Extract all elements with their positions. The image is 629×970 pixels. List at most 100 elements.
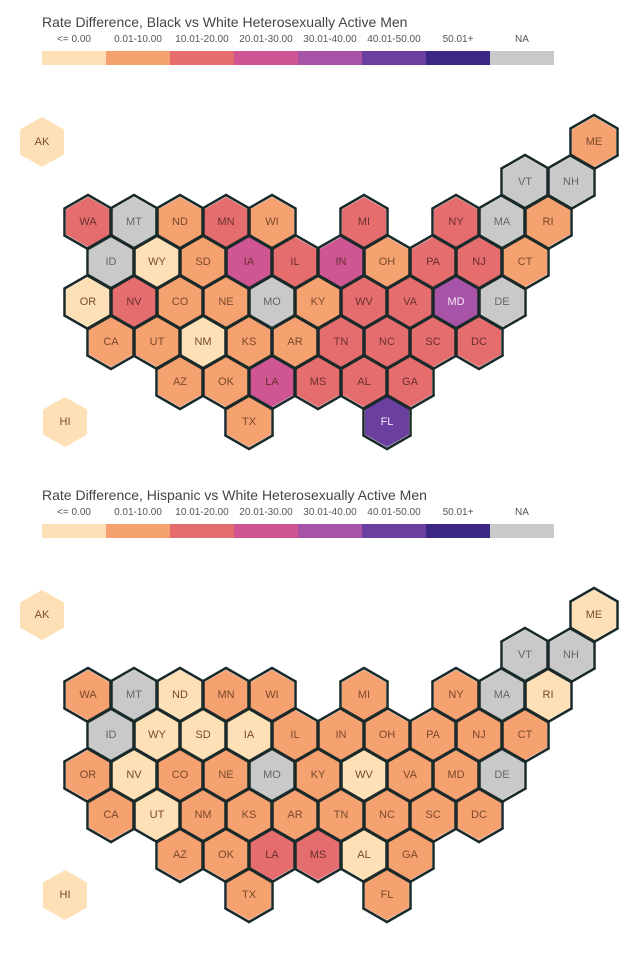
state-hex-me: ME (572, 117, 616, 167)
state-hex-co: CO (158, 750, 202, 800)
state-label: KY (311, 769, 326, 781)
state-label: FL (381, 889, 394, 901)
state-label: OH (379, 256, 396, 268)
legend-label: 30.01-40.00 (298, 507, 362, 518)
panel-title: Rate Difference, Black vs White Heterose… (42, 14, 619, 30)
state-label: VT (518, 649, 532, 661)
state-hex-az: AZ (158, 357, 202, 407)
state-hex-nd: ND (158, 670, 202, 720)
state-hex-mt: MT (112, 197, 156, 247)
state-label: IA (244, 256, 254, 268)
state-hex-hi: HI (43, 870, 87, 920)
state-hex-ia: IA (227, 710, 271, 760)
state-hex-wi: WI (250, 197, 294, 247)
state-hex-nj: NJ (457, 237, 501, 287)
state-hex-ne: NE (204, 750, 248, 800)
state-hex-il: IL (273, 237, 317, 287)
state-label: MI (358, 216, 370, 228)
state-hex-de: DE (480, 277, 524, 327)
state-label: KY (311, 296, 326, 308)
state-label: IA (244, 729, 254, 741)
state-label: AZ (173, 849, 187, 861)
state-label: OR (80, 769, 97, 781)
state-hex-sc: SC (411, 790, 455, 840)
state-hex-ak: AK (20, 117, 64, 167)
legend-label: 40.01-50.00 (362, 507, 426, 518)
state-hex-ca: CA (89, 317, 133, 367)
legend-label: 50.01+ (426, 34, 490, 45)
state-hex-dc: DC (457, 790, 501, 840)
legend-label: 20.01-30.00 (234, 507, 298, 518)
state-hex-ok: OK (204, 830, 248, 880)
state-label: WY (148, 729, 166, 741)
state-label: AR (287, 809, 302, 821)
state-hex-ri: RI (526, 670, 570, 720)
legend-labels: <= 0.000.01-10.0010.01-20.0020.01-30.003… (42, 507, 619, 522)
hex-map: AKMEVTNHWAMTNDMNWIMINYMARIIDWYSDIAILINOH… (10, 540, 619, 950)
legend-label: 30.01-40.00 (298, 34, 362, 45)
state-label: MA (494, 689, 511, 701)
state-hex-wy: WY (135, 237, 179, 287)
legend-swatch (42, 524, 106, 538)
state-label: NY (448, 216, 463, 228)
state-hex-in: IN (319, 710, 363, 760)
state-label: UT (150, 336, 165, 348)
state-hex-in: IN (319, 237, 363, 287)
state-label: NJ (472, 729, 485, 741)
state-label: CT (518, 256, 533, 268)
state-hex-id: ID (89, 710, 133, 760)
state-hex-wi: WI (250, 670, 294, 720)
legend-label: 20.01-30.00 (234, 34, 298, 45)
state-label: FL (381, 416, 394, 428)
state-hex-nh: NH (549, 157, 593, 207)
state-label: VA (403, 769, 417, 781)
state-label: MS (310, 376, 327, 388)
state-label: OH (379, 729, 396, 741)
state-label: CA (103, 809, 118, 821)
legend-label: NA (490, 34, 554, 45)
state-label: MD (447, 769, 464, 781)
state-label: ME (586, 609, 603, 621)
legend-swatch (298, 51, 362, 65)
state-hex-tx: TX (227, 397, 271, 447)
state-hex-ga: GA (388, 357, 432, 407)
state-hex-wv: WV (342, 750, 386, 800)
state-hex-nh: NH (549, 630, 593, 680)
state-hex-nv: NV (112, 277, 156, 327)
state-hex-ut: UT (135, 790, 179, 840)
state-hex-mi: MI (342, 197, 386, 247)
state-hex-me: ME (572, 590, 616, 640)
hex-map: AKMEVTNHWAMTNDMNWIMINYMARIIDWYSDIAILINOH… (10, 67, 619, 477)
state-label: ME (586, 136, 603, 148)
state-label: CO (172, 769, 189, 781)
state-hex-ar: AR (273, 317, 317, 367)
state-hex-md: MD (434, 277, 478, 327)
state-hex-ks: KS (227, 317, 271, 367)
legend-swatch (170, 524, 234, 538)
state-label: DC (471, 809, 487, 821)
state-label: NC (379, 336, 395, 348)
state-label: CO (172, 296, 189, 308)
state-label: SD (195, 256, 210, 268)
legend-swatches (42, 51, 619, 65)
state-label: NE (218, 296, 233, 308)
legend-swatch (362, 51, 426, 65)
legend-label: 0.01-10.00 (106, 507, 170, 518)
state-label: NH (563, 176, 579, 188)
state-hex-fl: FL (365, 870, 409, 920)
legend-swatch (426, 524, 490, 538)
state-hex-nm: NM (181, 790, 225, 840)
state-label: TN (334, 809, 349, 821)
state-label: MN (217, 216, 234, 228)
state-hex-de: DE (480, 750, 524, 800)
legend-labels: <= 0.000.01-10.0010.01-20.0020.01-30.003… (42, 34, 619, 49)
state-hex-va: VA (388, 750, 432, 800)
state-hex-sc: SC (411, 317, 455, 367)
state-label: NM (194, 336, 211, 348)
state-hex-ms: MS (296, 830, 340, 880)
state-hex-mo: MO (250, 277, 294, 327)
state-label: DC (471, 336, 487, 348)
state-hex-ca: CA (89, 790, 133, 840)
chart-panel: Rate Difference, Hispanic vs White Heter… (10, 487, 619, 950)
state-hex-la: LA (250, 357, 294, 407)
